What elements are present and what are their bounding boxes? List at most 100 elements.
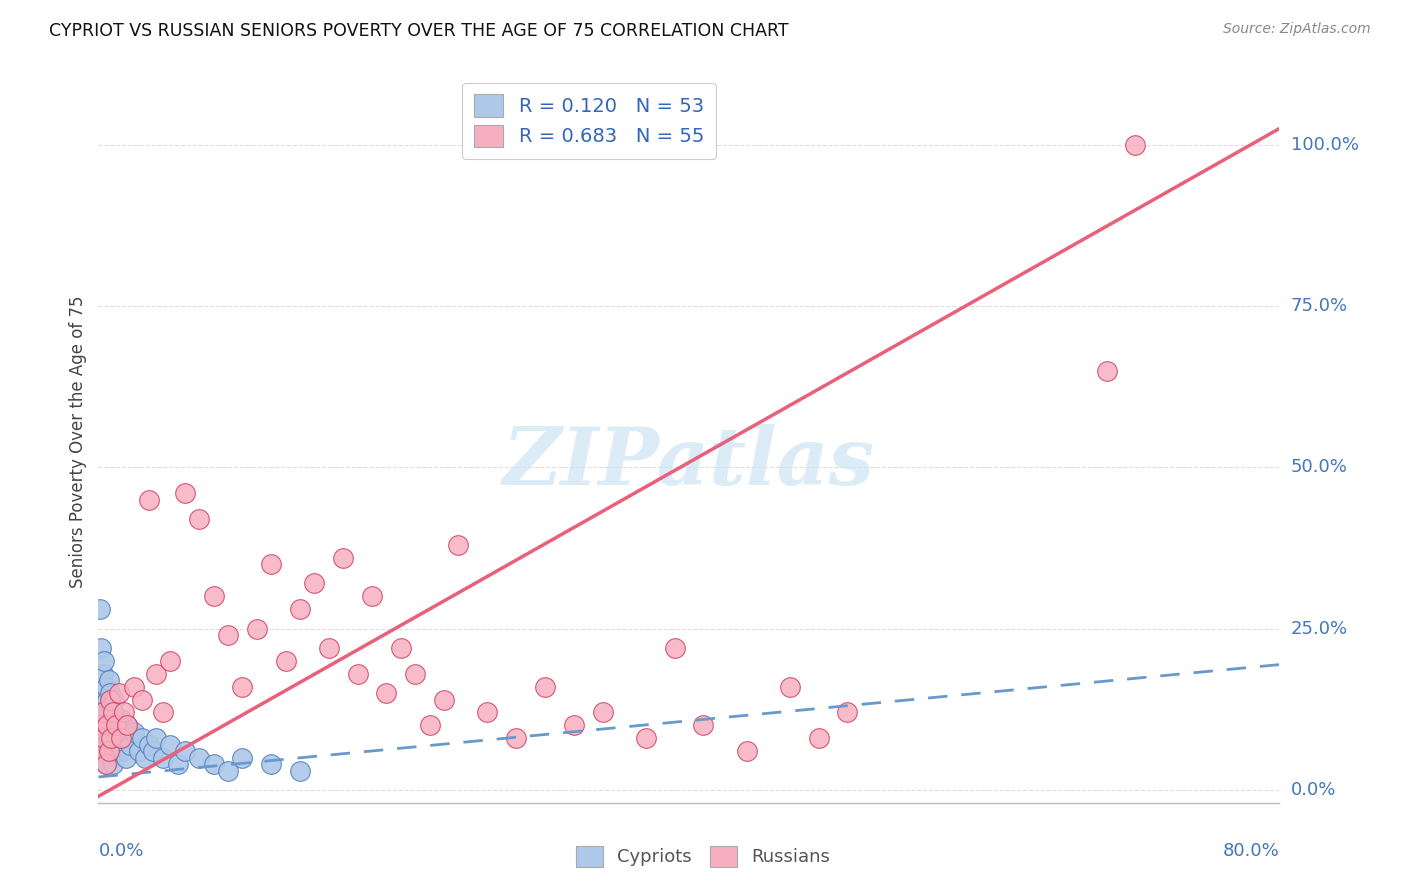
Point [120, 738, 142, 752]
Point [94, 680, 117, 694]
Point [260, 557, 283, 571]
Point [90, 731, 112, 746]
Text: 0.0%: 0.0% [1291, 780, 1336, 799]
Point [260, 757, 283, 772]
Point [634, 731, 657, 746]
Point [110, 712, 132, 726]
Point [101, 706, 124, 720]
Point [93, 654, 115, 668]
Point [131, 692, 153, 706]
Point [145, 731, 167, 746]
Point [93, 750, 115, 764]
Point [173, 744, 195, 758]
Point [90, 706, 112, 720]
Point [124, 680, 146, 694]
Point [103, 692, 125, 706]
Point [115, 718, 138, 732]
Point [202, 590, 225, 604]
Point [217, 764, 239, 778]
Point [138, 738, 160, 752]
Point [107, 724, 129, 739]
Point [166, 757, 188, 772]
Point [110, 731, 132, 746]
Point [96, 692, 118, 706]
Point [664, 640, 686, 655]
Point [100, 750, 122, 764]
Point [96, 718, 118, 732]
Text: Source: ZipAtlas.com: Source: ZipAtlas.com [1223, 22, 1371, 37]
Point [447, 538, 470, 552]
Point [93, 718, 115, 732]
Point [115, 718, 138, 732]
Point [389, 640, 412, 655]
Point [98, 686, 121, 700]
Point [188, 750, 211, 764]
Point [112, 731, 135, 746]
Point [97, 731, 120, 746]
Point [477, 706, 499, 720]
Point [433, 692, 456, 706]
Point [90, 744, 112, 758]
Point [104, 718, 127, 732]
Point [274, 654, 297, 668]
Point [89, 686, 111, 700]
Point [94, 757, 117, 772]
Point [93, 731, 115, 746]
Point [375, 686, 398, 700]
Point [128, 744, 150, 758]
Point [534, 680, 557, 694]
Point [96, 738, 118, 752]
Legend: Cypriots, Russians: Cypriots, Russians [568, 838, 838, 874]
Point [89, 602, 111, 616]
Point [97, 673, 120, 688]
Point [361, 590, 384, 604]
Point [97, 744, 120, 758]
Point [692, 718, 714, 732]
Point [91, 744, 114, 758]
Point [112, 706, 135, 720]
Point [152, 750, 174, 764]
Point [107, 686, 129, 700]
Point [131, 731, 153, 746]
Point [246, 622, 269, 636]
Text: 80.0%: 80.0% [1222, 842, 1279, 860]
Text: 75.0%: 75.0% [1291, 297, 1348, 315]
Point [138, 492, 160, 507]
Point [90, 640, 112, 655]
Point [91, 699, 114, 714]
Point [145, 666, 167, 681]
Point [159, 654, 181, 668]
Point [837, 706, 859, 720]
Point [505, 731, 527, 746]
Point [100, 699, 122, 714]
Point [332, 550, 354, 565]
Point [101, 706, 124, 720]
Point [779, 680, 801, 694]
Point [1095, 363, 1118, 377]
Point [562, 718, 585, 732]
Point [111, 744, 134, 758]
Point [231, 680, 253, 694]
Point [735, 744, 758, 758]
Point [152, 706, 174, 720]
Point [217, 628, 239, 642]
Y-axis label: Seniors Poverty Over the Age of 75: Seniors Poverty Over the Age of 75 [69, 295, 87, 588]
Text: 50.0%: 50.0% [1291, 458, 1347, 476]
Point [318, 640, 340, 655]
Text: 0.0%: 0.0% [98, 842, 143, 860]
Point [231, 750, 253, 764]
Point [202, 757, 225, 772]
Point [94, 724, 117, 739]
Point [91, 666, 114, 681]
Point [94, 757, 117, 772]
Point [159, 738, 181, 752]
Text: ZIPatlas: ZIPatlas [503, 425, 875, 502]
Point [807, 731, 830, 746]
Point [419, 718, 441, 732]
Text: CYPRIOT VS RUSSIAN SENIORS POVERTY OVER THE AGE OF 75 CORRELATION CHART: CYPRIOT VS RUSSIAN SENIORS POVERTY OVER … [49, 22, 789, 40]
Point [404, 666, 426, 681]
Point [91, 706, 114, 720]
Point [105, 731, 128, 746]
Point [288, 764, 311, 778]
Point [89, 718, 111, 732]
